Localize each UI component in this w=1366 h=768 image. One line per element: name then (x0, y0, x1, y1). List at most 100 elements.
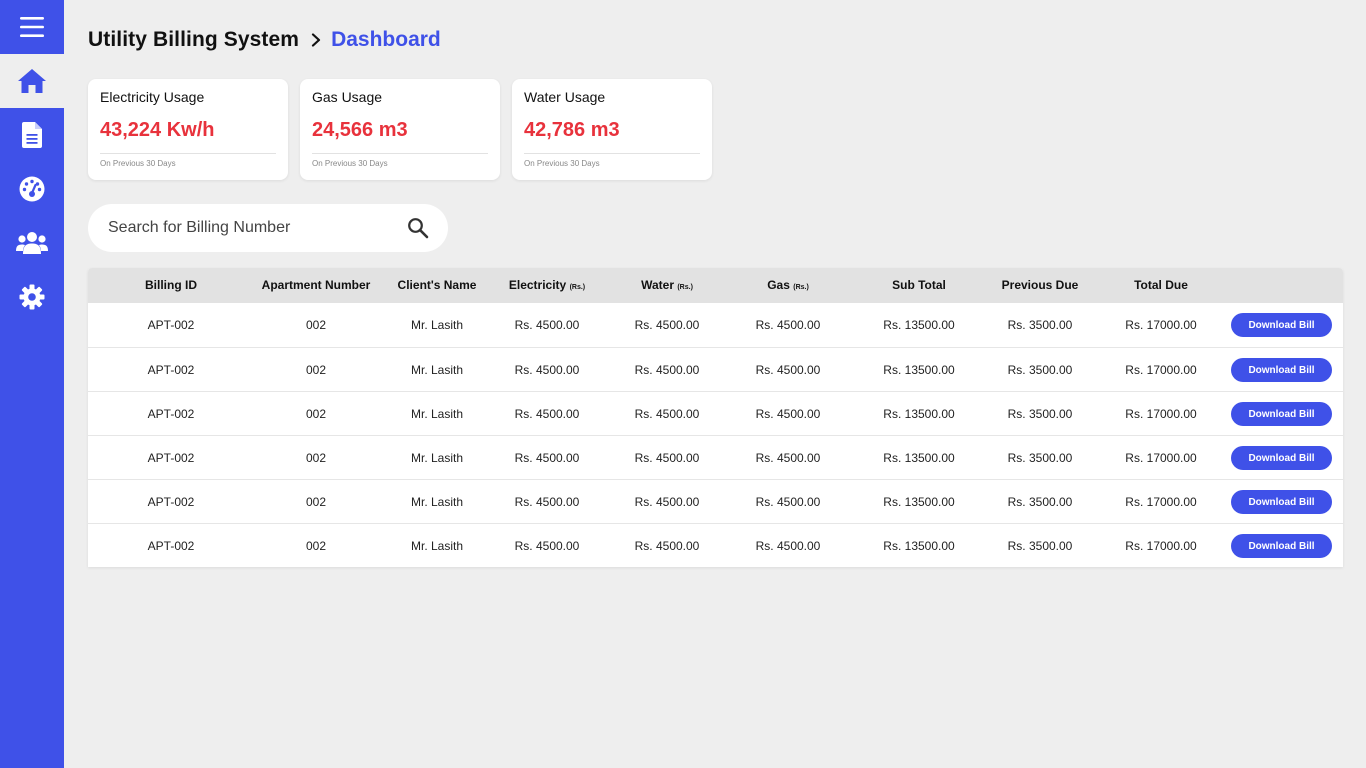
cell-electricity: Rs. 4500.00 (514, 451, 580, 465)
cell-water: Rs. 4500.00 (634, 407, 700, 421)
table-row: APT-002 002 Mr. Lasith Rs. 4500.00 Rs. 4… (88, 303, 1343, 347)
cell-sub-total: Rs. 13500.00 (883, 451, 955, 465)
table-row: APT-002 002 Mr. Lasith Rs. 4500.00 Rs. 4… (88, 391, 1343, 435)
card-divider (524, 153, 700, 154)
card-title: Water Usage (524, 89, 606, 105)
column-header: Billing ID (145, 278, 197, 292)
cell-gas: Rs. 4500.00 (755, 451, 821, 465)
cell-total-due: Rs. 17000.00 (1125, 495, 1197, 509)
cell-electricity: Rs. 4500.00 (514, 407, 580, 421)
cell-previous-due: Rs. 3500.00 (1007, 318, 1073, 332)
sidebar-item-settings[interactable] (0, 270, 64, 324)
download-bill-button[interactable]: Download Bill (1231, 358, 1332, 382)
breadcrumb: Utility Billing System Dashboard (88, 26, 441, 54)
table-row: APT-002 002 Mr. Lasith Rs. 4500.00 Rs. 4… (88, 435, 1343, 479)
table-row: APT-002 002 Mr. Lasith Rs. 4500.00 Rs. 4… (88, 523, 1343, 567)
cell-apartment: 002 (305, 451, 327, 465)
cell-electricity: Rs. 4500.00 (514, 363, 580, 377)
cell-apartment: 002 (305, 495, 327, 509)
table-body: APT-002 002 Mr. Lasith Rs. 4500.00 Rs. 4… (88, 303, 1343, 567)
sidebar-menu-toggle[interactable] (0, 0, 64, 54)
electricity-usage-card: Electricity Usage 43,224 Kw/h On Previou… (88, 79, 288, 180)
sidebar-item-home[interactable] (0, 54, 64, 108)
column-header: Water (Rs.) (641, 278, 693, 292)
cell-gas: Rs. 4500.00 (755, 495, 821, 509)
cell-billing-id: APT-002 (147, 495, 195, 509)
cell-client: Mr. Lasith (410, 318, 464, 332)
column-header: Client's Name (397, 278, 477, 292)
cell-total-due: Rs. 17000.00 (1125, 407, 1197, 421)
cell-water: Rs. 4500.00 (634, 495, 700, 509)
sidebar-item-clients[interactable] (0, 216, 64, 270)
download-bill-button[interactable]: Download Bill (1231, 446, 1332, 470)
cell-gas: Rs. 4500.00 (755, 539, 821, 553)
card-note: On Previous 30 Days (100, 159, 176, 168)
cell-sub-total: Rs. 13500.00 (883, 539, 955, 553)
column-header: Previous Due (1001, 278, 1079, 292)
search-icon[interactable] (406, 216, 430, 240)
cell-total-due: Rs. 17000.00 (1125, 539, 1197, 553)
cell-previous-due: Rs. 3500.00 (1007, 539, 1073, 553)
gas-usage-card: Gas Usage 24,566 m3 On Previous 30 Days (300, 79, 500, 180)
gear-icon (19, 284, 45, 310)
card-title: Electricity Usage (100, 89, 205, 105)
cell-billing-id: APT-002 (147, 363, 195, 377)
table-row: APT-002 002 Mr. Lasith Rs. 4500.00 Rs. 4… (88, 347, 1343, 391)
cell-total-due: Rs. 17000.00 (1125, 451, 1197, 465)
card-value: 43,224 Kw/h (100, 119, 215, 141)
cell-gas: Rs. 4500.00 (755, 363, 821, 377)
card-note: On Previous 30 Days (524, 159, 600, 168)
document-icon (22, 122, 42, 148)
cell-billing-id: APT-002 (147, 451, 195, 465)
card-value: 42,786 m3 (524, 119, 620, 141)
card-note: On Previous 30 Days (312, 159, 388, 168)
search-bar (88, 204, 448, 252)
cell-sub-total: Rs. 13500.00 (883, 318, 955, 332)
card-value: 24,566 m3 (312, 119, 408, 141)
cell-client: Mr. Lasith (410, 363, 464, 377)
download-bill-button[interactable]: Download Bill (1231, 490, 1332, 514)
breadcrumb-app-title[interactable]: Utility Billing System (88, 28, 300, 51)
column-header: Apartment Number (261, 278, 371, 292)
cell-electricity: Rs. 4500.00 (514, 539, 580, 553)
cell-apartment: 002 (305, 318, 327, 332)
cell-billing-id: APT-002 (147, 318, 195, 332)
card-divider (312, 153, 488, 154)
cell-apartment: 002 (305, 539, 327, 553)
cell-sub-total: Rs. 13500.00 (883, 363, 955, 377)
cell-water: Rs. 4500.00 (634, 318, 700, 332)
cell-client: Mr. Lasith (410, 451, 464, 465)
menu-icon (20, 17, 44, 37)
cell-client: Mr. Lasith (410, 407, 464, 421)
cell-total-due: Rs. 17000.00 (1125, 363, 1197, 377)
cell-total-due: Rs. 17000.00 (1125, 318, 1197, 332)
cell-previous-due: Rs. 3500.00 (1007, 495, 1073, 509)
cell-sub-total: Rs. 13500.00 (883, 407, 955, 421)
cell-gas: Rs. 4500.00 (755, 407, 821, 421)
cell-electricity: Rs. 4500.00 (514, 318, 580, 332)
chevron-right-icon (311, 33, 321, 47)
table-header: Billing ID Apartment Number Client's Nam… (88, 268, 1343, 303)
table-row: APT-002 002 Mr. Lasith Rs. 4500.00 Rs. 4… (88, 479, 1343, 523)
sidebar (0, 0, 64, 768)
page-title: Dashboard (331, 28, 441, 51)
search-input[interactable] (108, 219, 406, 237)
cell-apartment: 002 (305, 363, 327, 377)
cell-previous-due: Rs. 3500.00 (1007, 407, 1073, 421)
cell-client: Mr. Lasith (410, 495, 464, 509)
column-header: Gas (Rs.) (767, 278, 809, 292)
water-usage-card: Water Usage 42,786 m3 On Previous 30 Day… (512, 79, 712, 180)
sidebar-item-bills[interactable] (0, 108, 64, 162)
cell-water: Rs. 4500.00 (634, 451, 700, 465)
cell-gas: Rs. 4500.00 (755, 318, 821, 332)
cell-sub-total: Rs. 13500.00 (883, 495, 955, 509)
column-header: Electricity (Rs.) (508, 278, 586, 292)
cell-electricity: Rs. 4500.00 (514, 495, 580, 509)
sidebar-item-meters[interactable] (0, 162, 64, 216)
download-bill-button[interactable]: Download Bill (1231, 402, 1332, 426)
download-bill-button[interactable]: Download Bill (1231, 534, 1332, 558)
column-header: Total Due (1134, 278, 1188, 292)
gauge-icon (19, 176, 45, 202)
cell-water: Rs. 4500.00 (634, 363, 700, 377)
download-bill-button[interactable]: Download Bill (1231, 313, 1332, 337)
